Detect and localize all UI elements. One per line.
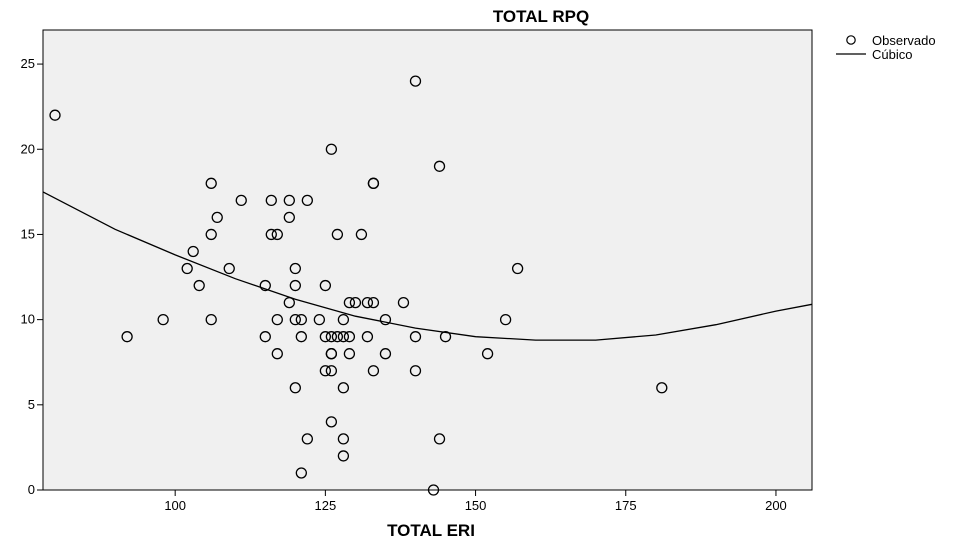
data-point — [379, 348, 392, 360]
data-point — [409, 75, 422, 87]
plot-area — [42, 29, 813, 491]
data-point — [325, 348, 338, 360]
data-point — [367, 365, 380, 377]
x-axis: 100 125 150 175 200 — [164, 490, 787, 513]
data-point — [205, 177, 217, 189]
data-point — [361, 331, 374, 343]
data-point — [181, 262, 193, 275]
data-point — [331, 331, 344, 343]
y-tick-label: 5 — [28, 397, 35, 412]
data-point — [313, 313, 326, 326]
data-point — [511, 262, 524, 275]
data-point — [289, 313, 301, 326]
data-point — [439, 331, 452, 343]
y-tick-label: 15 — [21, 226, 35, 241]
data-point — [481, 348, 494, 360]
legend-observed-label: Observado — [872, 33, 936, 48]
cubic-fit-line — [42, 191, 813, 341]
data-point — [283, 194, 295, 207]
data-point — [337, 450, 350, 462]
x-tick-label: 100 — [164, 498, 186, 513]
data-point — [289, 279, 301, 292]
data-point — [157, 313, 169, 326]
data-point — [301, 194, 313, 207]
data-point — [361, 296, 374, 309]
data-point — [343, 296, 356, 309]
y-axis: 0 5 10 15 20 25 — [21, 56, 43, 497]
data-point — [295, 467, 307, 479]
data-point — [211, 211, 223, 224]
data-point — [367, 296, 380, 309]
data-point — [259, 279, 271, 292]
y-tick-label: 10 — [21, 312, 35, 327]
data-point — [289, 262, 301, 275]
data-point — [343, 348, 356, 360]
data-point — [121, 331, 133, 343]
chart-title: TOTAL RPQ — [493, 7, 589, 26]
data-point — [379, 313, 392, 326]
data-point — [325, 143, 338, 155]
data-point — [259, 331, 271, 343]
data-point — [271, 313, 283, 326]
data-point — [433, 433, 446, 445]
data-point — [295, 313, 307, 326]
cubic-fit-layer — [42, 191, 813, 341]
data-point — [343, 331, 356, 343]
data-point — [193, 279, 205, 292]
data-point — [337, 382, 350, 394]
x-tick-label: 125 — [315, 498, 337, 513]
y-tick-label: 25 — [21, 56, 35, 71]
data-point — [271, 228, 283, 241]
data-point — [289, 382, 301, 394]
data-point — [49, 109, 61, 121]
observed-points-layer — [49, 75, 668, 496]
data-point — [319, 331, 332, 343]
data-point — [409, 365, 422, 377]
data-point — [265, 194, 277, 207]
data-point — [325, 416, 338, 428]
legend-observed-marker — [846, 35, 856, 45]
data-point — [235, 194, 247, 207]
data-point — [331, 228, 344, 241]
legend: Observado Cúbico — [836, 33, 936, 62]
data-point — [205, 313, 217, 326]
data-point — [656, 382, 668, 394]
data-point — [409, 331, 422, 343]
x-axis-title: TOTAL ERI — [387, 521, 475, 540]
data-point — [187, 245, 199, 258]
data-point — [433, 160, 446, 172]
data-point — [325, 365, 338, 377]
data-point — [337, 433, 350, 445]
data-point — [349, 296, 362, 309]
data-point — [283, 296, 295, 309]
x-tick-label: 200 — [765, 498, 787, 513]
x-tick-label: 175 — [615, 498, 637, 513]
data-point — [301, 433, 313, 445]
y-tick-label: 0 — [28, 482, 35, 497]
data-point — [337, 313, 350, 326]
data-point — [499, 313, 512, 326]
data-point — [319, 365, 332, 377]
data-point — [283, 211, 295, 224]
data-point — [205, 228, 217, 241]
data-point — [265, 228, 277, 241]
legend-cubic-label: Cúbico — [872, 47, 912, 62]
y-tick-label: 20 — [21, 141, 35, 156]
data-point — [367, 177, 380, 189]
data-point — [355, 228, 368, 241]
data-point — [427, 484, 440, 496]
data-point — [397, 296, 410, 309]
data-point — [223, 262, 235, 275]
data-point — [319, 279, 332, 292]
data-point — [295, 331, 307, 343]
data-point — [337, 331, 350, 343]
data-point — [325, 331, 338, 343]
x-tick-label: 150 — [465, 498, 487, 513]
data-point — [271, 348, 283, 360]
